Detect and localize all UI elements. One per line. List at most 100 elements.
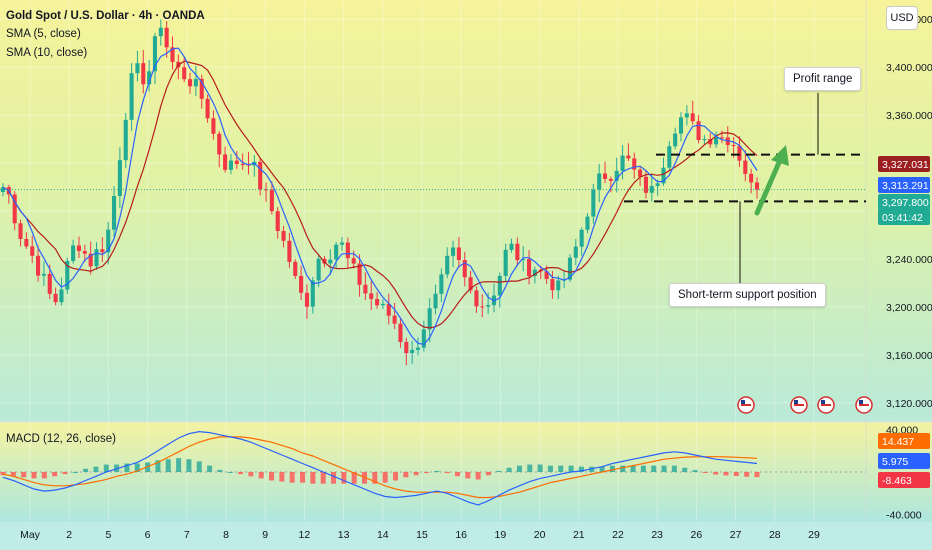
- macd-badge-hist: -8.463: [882, 475, 912, 487]
- candle-up: [410, 349, 415, 354]
- candle-down: [749, 173, 754, 183]
- macd-histogram-bar: [279, 472, 285, 482]
- time-tick-label: 20: [534, 529, 546, 541]
- sma10-legend[interactable]: SMA (10, close): [6, 47, 88, 59]
- candle-up: [451, 247, 456, 256]
- candle-up: [334, 244, 339, 260]
- macd-histogram-bar: [93, 466, 99, 472]
- macd-histogram-bar: [186, 459, 192, 472]
- macd-tick-label: -40.000: [886, 510, 922, 522]
- candle-down: [205, 98, 210, 119]
- time-tick-label: 16: [455, 529, 467, 541]
- candle-up: [339, 242, 345, 245]
- macd-histogram-bar: [165, 459, 171, 472]
- price-badge-profit-background: [878, 156, 930, 172]
- macd-histogram-bar: [682, 467, 688, 472]
- candle-up: [380, 303, 385, 306]
- time-tick-label: 5: [105, 529, 111, 541]
- candle-down: [281, 231, 286, 241]
- candle-up: [684, 113, 689, 118]
- candle-up: [106, 229, 111, 253]
- candle-down: [164, 27, 169, 48]
- time-tick-label: 7: [184, 529, 190, 541]
- candle-up: [661, 167, 666, 184]
- flag-canton: [859, 400, 863, 404]
- candle-up: [673, 133, 678, 147]
- time-tick-label: 29: [808, 529, 820, 541]
- candle-down: [690, 113, 695, 122]
- candle-down: [398, 323, 403, 342]
- candle-down: [36, 255, 41, 276]
- candle-down: [743, 160, 748, 174]
- macd-histogram-bar: [547, 465, 553, 472]
- candle-down: [737, 145, 742, 161]
- macd-histogram-bar: [134, 463, 140, 472]
- macd-histogram-bar: [21, 472, 27, 478]
- candle-down: [275, 211, 280, 232]
- macd-histogram-bar: [227, 472, 233, 473]
- candle-up: [228, 160, 233, 170]
- time-tick-label: 27: [730, 529, 742, 541]
- macd-legend[interactable]: MACD (12, 26, close): [6, 433, 116, 445]
- candle-down: [82, 251, 87, 254]
- macd-histogram-bar: [754, 472, 760, 478]
- candle-up: [421, 329, 426, 348]
- candle-up: [556, 280, 561, 291]
- candle-up: [433, 293, 438, 309]
- macd-histogram-bar: [83, 468, 89, 472]
- macd-badge-macd-background: [878, 453, 930, 469]
- time-tick-label: 23: [651, 529, 663, 541]
- candle-down: [269, 189, 274, 212]
- flag-stripe: [859, 404, 869, 406]
- macd-histogram-bar: [620, 465, 626, 472]
- candle-down: [392, 315, 397, 324]
- candle-down: [404, 341, 409, 354]
- macd-histogram-bar: [155, 460, 161, 472]
- macd-histogram-bar: [248, 472, 254, 477]
- time-tick-label: 26: [691, 529, 703, 541]
- candle-up: [678, 117, 684, 134]
- macd-histogram-bar: [372, 472, 378, 484]
- macd-line: [2, 430, 758, 506]
- candle-up: [41, 273, 46, 276]
- candle-down: [351, 258, 356, 264]
- candle-down: [170, 47, 175, 62]
- sma10-line: [2, 60, 758, 329]
- green-up-arrow-head: [771, 145, 789, 166]
- macd-histogram-bar: [558, 465, 564, 472]
- macd-histogram-bar: [269, 472, 275, 481]
- flag-stripe: [821, 404, 831, 406]
- macd-histogram-bar: [331, 472, 337, 484]
- price-tick-label: 3,120.000: [886, 398, 932, 410]
- candle-down: [456, 247, 461, 260]
- candle-down: [474, 290, 479, 307]
- candle-down: [357, 263, 362, 285]
- candle-down: [287, 240, 292, 262]
- candle-up: [655, 183, 660, 187]
- currency-button[interactable]: USD: [886, 6, 918, 30]
- candle-up: [714, 137, 719, 145]
- macd-histogram-bar: [434, 470, 440, 472]
- candle-down: [386, 303, 391, 316]
- macd-histogram-bar: [744, 472, 750, 477]
- time-tick-label: May: [20, 529, 41, 541]
- candle-up: [152, 36, 158, 72]
- macd-histogram-bar: [630, 465, 636, 472]
- macd-histogram-bar: [124, 463, 130, 472]
- candle-up: [702, 139, 707, 141]
- candle-down: [322, 258, 327, 264]
- macd-histogram-bar: [103, 464, 109, 472]
- candle-up: [486, 305, 491, 307]
- macd-histogram-bar: [196, 461, 202, 472]
- macd-histogram-bar: [609, 465, 615, 472]
- candle-down: [30, 246, 35, 256]
- candle-down: [375, 299, 380, 306]
- candle-down: [719, 137, 724, 139]
- candle-up: [521, 259, 526, 261]
- sma5-legend[interactable]: SMA (5, close): [6, 28, 81, 40]
- candle-up: [597, 173, 602, 190]
- candle-down: [731, 144, 736, 146]
- macd-histogram-bar: [651, 465, 657, 472]
- macd-histogram-bar: [31, 472, 37, 479]
